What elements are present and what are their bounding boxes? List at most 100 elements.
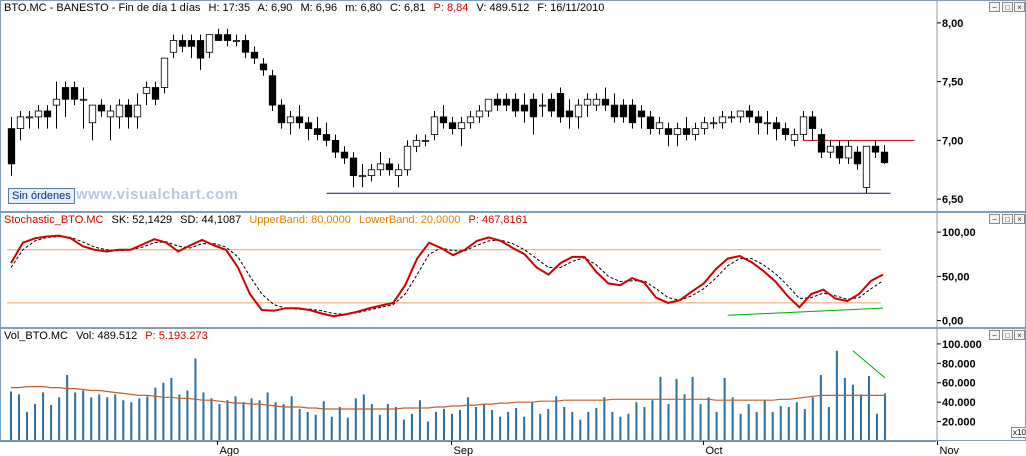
price-close: C: 6,81 — [389, 2, 426, 14]
vol-close-button[interactable]: × — [1014, 330, 1025, 340]
stochastic-upper-band: UpperBand: 80,0000 — [249, 214, 351, 226]
candle-body — [124, 104, 133, 118]
volume-bar — [122, 400, 125, 440]
candle-body — [43, 110, 52, 118]
volume-bar — [643, 407, 646, 440]
candle-body — [538, 104, 547, 107]
candle-body — [457, 122, 466, 130]
volume-bar — [306, 411, 309, 440]
candle-body — [88, 104, 97, 124]
volume-bar — [26, 411, 29, 440]
candle-body — [385, 163, 394, 171]
candle-body — [655, 122, 664, 130]
candle-body — [439, 116, 448, 124]
volume-bar — [747, 404, 750, 440]
volume-bar — [659, 376, 662, 440]
candle-body — [574, 104, 583, 118]
volume-bar — [715, 411, 718, 440]
volume-bar — [314, 414, 317, 440]
candle-body — [412, 139, 421, 147]
volume-bar — [218, 404, 221, 440]
candle-body — [448, 122, 457, 130]
volume-bar — [186, 390, 189, 440]
candle-body — [232, 40, 241, 42]
volume-bar — [507, 411, 510, 440]
stoch-close-button[interactable]: × — [1014, 214, 1025, 224]
candle-body — [259, 63, 268, 71]
vol-tick-label: 40.000 — [942, 397, 976, 409]
volume-value: Vol: 489.512 — [76, 330, 138, 342]
volume-bar — [451, 413, 454, 440]
stoch-minimize-button[interactable]: − — [989, 214, 1000, 224]
volume-bar — [491, 409, 494, 440]
candle-body — [430, 116, 439, 135]
volume-bar — [298, 408, 301, 440]
volume-bar — [234, 396, 237, 440]
volume-bar — [98, 394, 101, 440]
candle-body — [214, 34, 223, 41]
candle-body — [475, 110, 484, 118]
volume-bar — [210, 398, 213, 440]
volume-bar — [651, 400, 654, 440]
candle-body — [340, 151, 349, 159]
candle-body — [151, 87, 160, 100]
candle-body — [358, 175, 367, 178]
candle-body — [709, 122, 718, 125]
candle-body — [367, 169, 376, 177]
maximize-button[interactable]: □ — [1002, 2, 1013, 12]
candle-body — [673, 128, 682, 135]
volume-bar — [771, 411, 774, 440]
volume-bar — [290, 396, 293, 440]
divergence-line — [727, 307, 884, 316]
candle-body — [619, 104, 628, 118]
volume-bar — [731, 397, 734, 440]
minimize-button[interactable]: − — [989, 2, 1000, 12]
volume-bar — [322, 401, 325, 440]
vol-minimize-button[interactable]: − — [989, 330, 1000, 340]
volume-bar — [499, 416, 502, 440]
candle-body — [772, 122, 781, 130]
volume-bar — [10, 391, 13, 440]
price-tick-label: 8,00 — [942, 18, 963, 30]
volume-trend-line — [852, 350, 886, 379]
volume-bar — [539, 413, 542, 440]
volume-bar — [282, 404, 285, 440]
volume-bar — [82, 390, 85, 440]
x-tick-label: Nov — [940, 445, 960, 456]
volume-bar — [683, 394, 686, 440]
volume-bar — [635, 402, 638, 440]
candle-body — [727, 116, 736, 119]
volume-bar — [202, 392, 205, 440]
volume-bar — [603, 397, 606, 440]
volume-chart: 100.000 80.000 60.000 40.000 20.000 — [10, 329, 982, 440]
volume-bar — [178, 394, 181, 440]
candle-body — [637, 110, 646, 118]
candle-body — [493, 98, 502, 106]
volume-bar — [587, 411, 590, 440]
sin-ordenes-button[interactable]: Sin órdenes — [8, 188, 75, 204]
stochastic-sk: SK: 52,1429 — [111, 214, 173, 226]
volume-bar — [883, 393, 886, 440]
volume-bar — [475, 407, 478, 440]
volume-bar — [442, 408, 445, 440]
volume-bar — [667, 404, 670, 440]
volume-bar — [563, 407, 566, 440]
candle-body — [304, 122, 313, 130]
close-button[interactable]: × — [1014, 2, 1025, 12]
volume-bar — [595, 407, 598, 440]
candle-body — [808, 116, 817, 130]
x-axis: Ago Sep Oct Nov — [0, 441, 1026, 456]
watermark-text: www.visualchart.com — [76, 186, 239, 203]
volume-bar — [162, 382, 165, 440]
vol-maximize-button[interactable]: □ — [1002, 330, 1013, 340]
volume-bar — [763, 400, 766, 440]
volume-p: P: 5.193.273 — [145, 330, 208, 342]
candle-body — [871, 145, 880, 153]
volume-bar — [170, 377, 173, 440]
candle-body — [565, 110, 574, 118]
volume-bar — [555, 396, 558, 440]
stoch-maximize-button[interactable]: □ — [1002, 214, 1013, 224]
volume-bar — [811, 397, 814, 440]
candle-body — [592, 98, 601, 106]
volume-bar — [459, 409, 462, 440]
